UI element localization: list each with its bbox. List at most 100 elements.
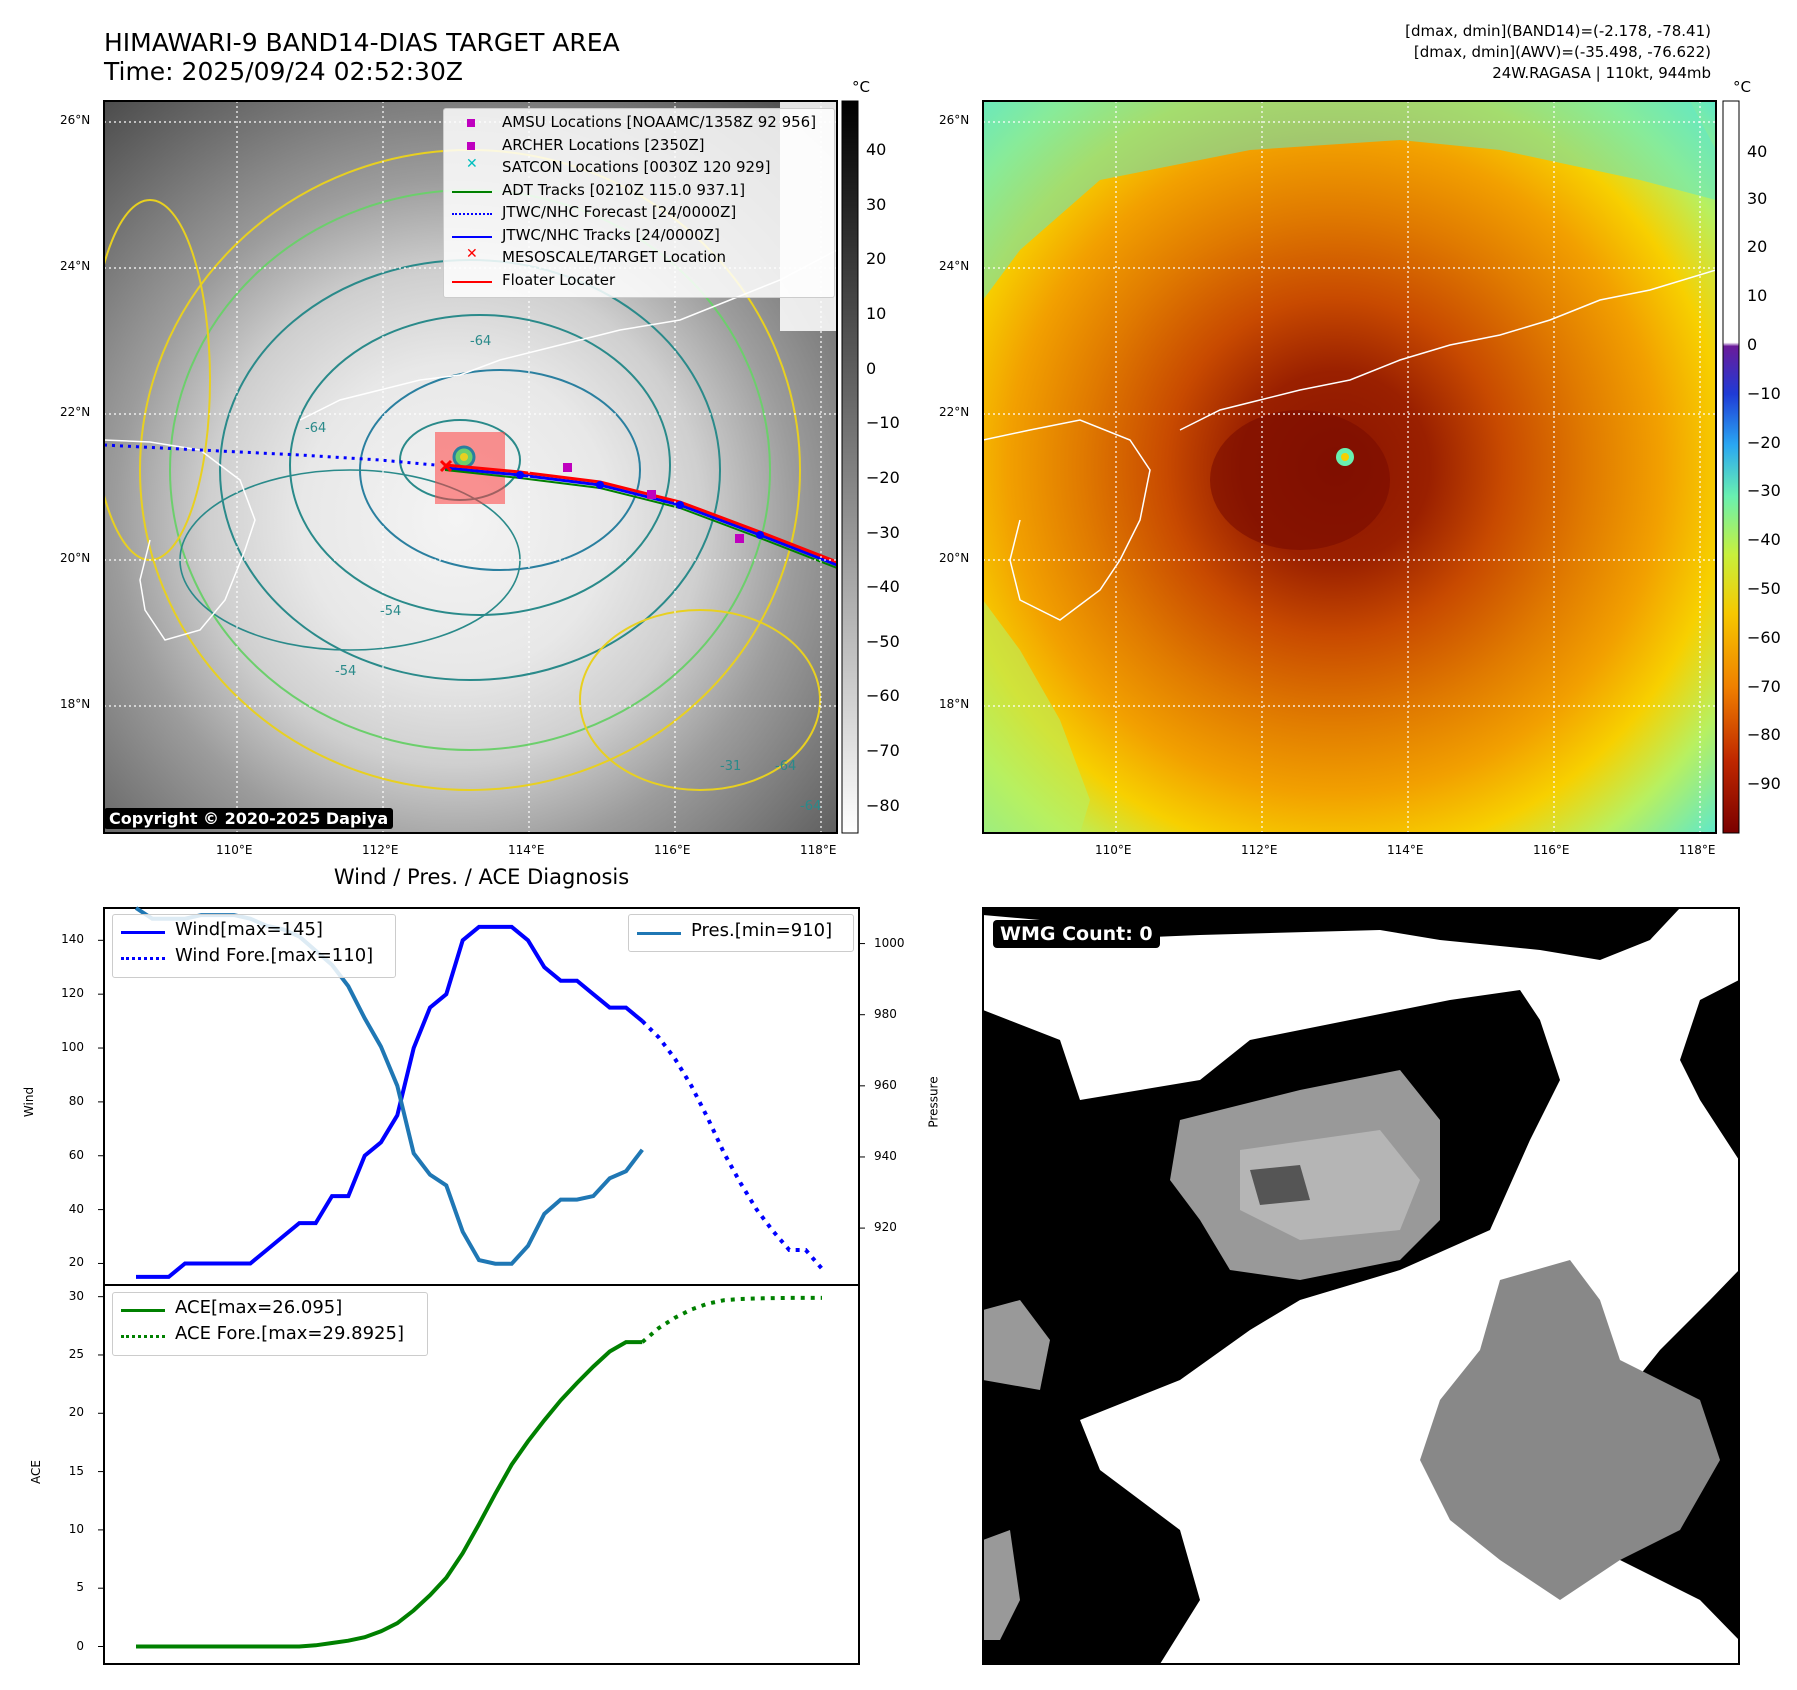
- pressure-tick-label: 920: [874, 1220, 897, 1235]
- ir-lon-tick: 116°E: [654, 843, 691, 857]
- colorbar-tick-label: 40: [866, 140, 887, 160]
- contour-label: -64: [305, 421, 326, 436]
- legend-marker: [467, 141, 475, 150]
- colorbar-tick-label: 20: [866, 249, 887, 269]
- ace-tick-label: 0: [76, 1638, 84, 1653]
- wind-axis-label: Wind: [22, 1086, 37, 1118]
- awv-colorbar-unit: °C: [1733, 78, 1751, 96]
- awv-lat-tick: 22°N: [939, 405, 970, 419]
- legend-entry: JTWC/NHC Tracks [24/0000Z]: [452, 226, 826, 249]
- awv-range: [dmax, dmin](AWV)=(-35.498, -76.622): [1413, 43, 1711, 61]
- ace-tick-label: 15: [68, 1463, 84, 1478]
- legend-swatch: [121, 931, 165, 934]
- legend-marker: [452, 280, 492, 283]
- colorbar-tick-label: −70: [866, 741, 900, 761]
- pressure-axis-label: Pressure: [926, 1076, 941, 1128]
- ace-frame: [103, 1284, 860, 1665]
- colorbar-tick-label: −30: [1747, 481, 1781, 501]
- wind-tick-label: 20: [68, 1255, 84, 1270]
- legend-swatch: [121, 1335, 165, 1338]
- colorbar-tick-label: 30: [866, 194, 887, 214]
- legend-label: ACE Fore.[max=29.8925]: [175, 1323, 404, 1344]
- chart-title: Wind / Pres. / ACE Diagnosis: [333, 865, 630, 889]
- legend-marker: [452, 235, 492, 238]
- ir-lon-tick: 112°E: [362, 843, 399, 857]
- ace-tick-label: 30: [68, 1288, 84, 1303]
- ir-lon-tick: 114°E: [508, 843, 545, 857]
- legend-marker: [467, 119, 475, 127]
- legend-swatch: [121, 1309, 165, 1312]
- pressure-tick-label: 960: [874, 1077, 897, 1092]
- contour-label: -64: [800, 799, 821, 814]
- colorbar-tick-label: −80: [866, 795, 900, 815]
- awv-lat-tick: 24°N: [939, 259, 970, 273]
- colorbar-tick-label: −10: [866, 413, 900, 433]
- awv-lat-tick: 18°N: [939, 697, 970, 711]
- legend-label: Floater Locater: [502, 270, 616, 289]
- ir-lon-tick: 118°E: [800, 843, 837, 857]
- wind-legend: Wind[max=145] Wind Fore.[max=110]: [112, 914, 396, 978]
- colorbar-tick-label: −90: [1747, 774, 1781, 794]
- ir-panel-frame: [103, 100, 838, 834]
- legend-label: MESOSCALE/TARGET Location: [502, 248, 727, 266]
- colorbar-tick-label: 40: [1747, 142, 1768, 161]
- colorbar-tick-label: −70: [1747, 676, 1781, 696]
- legend-marker: ✕: [466, 156, 478, 172]
- legend-label: ACE[max=26.095]: [175, 1297, 343, 1318]
- wmg-image: [982, 908, 1739, 1664]
- legend-label: ADT Tracks [0210Z 115.0 937.1]: [502, 180, 746, 199]
- legend-marker: ✕: [466, 246, 478, 262]
- colorbar-tick-label: −60: [1747, 627, 1781, 647]
- awv-lon-tick: 118°E: [1679, 843, 1716, 857]
- legend-swatch: [637, 932, 681, 935]
- pressure-legend: Pres.[min=910]: [628, 914, 854, 952]
- awv-lon-tick: 112°E: [1241, 843, 1278, 857]
- ace-axis-label: ACE: [28, 1460, 43, 1484]
- legend-label: ARCHER Locations [2350Z]: [502, 135, 705, 154]
- awv-lat-tick: 20°N: [939, 551, 970, 565]
- figure-time: Time: 2025/09/24 02:52:30Z: [104, 57, 463, 86]
- contour-label: -31: [720, 759, 741, 774]
- ace-legend: ACE[max=26.095] ACE Fore.[max=29.8925]: [112, 1292, 428, 1356]
- colorbar-tick-label: 30: [1747, 188, 1768, 208]
- legend-entry: Floater Locater: [452, 271, 826, 294]
- wmg-count-badge: WMG Count: 0: [993, 920, 1160, 948]
- legend-marker: [452, 190, 492, 193]
- wind-tick-label: 80: [68, 1093, 84, 1108]
- ace-tick-label: 20: [68, 1405, 84, 1420]
- colorbar-tick-label: 10: [866, 304, 887, 324]
- colorbar-tick-label: 0: [866, 358, 877, 378]
- awv-colorbar: [1722, 100, 1740, 834]
- awv-lon-tick: 116°E: [1533, 843, 1570, 857]
- legend-label: AMSU Locations [NOAAMC/1358Z 92 956]: [502, 113, 817, 131]
- ir-lat-tick: 26°N: [60, 113, 91, 127]
- awv-lat-tick: 26°N: [939, 113, 970, 127]
- band14-range: [dmax, dmin](BAND14)=(-2.178, -78.41): [1405, 22, 1711, 40]
- series-line-0: [136, 924, 644, 1279]
- contour-label: -64: [470, 334, 491, 349]
- pressure-tick-label: 980: [874, 1006, 897, 1021]
- legend-entry: AMSU Locations [NOAAMC/1358Z 92 956]: [452, 113, 826, 136]
- awv-image: [983, 101, 1716, 833]
- wmg-panel-frame: [982, 907, 1740, 1665]
- colorbar-tick-label: −80: [1747, 725, 1781, 745]
- awv-panel-frame: [982, 100, 1717, 834]
- figure-title: HIMAWARI-9 BAND14-DIAS TARGET AREA: [104, 28, 620, 57]
- wind-tick-label: 140: [61, 932, 84, 947]
- ir-lat-tick: 20°N: [60, 551, 91, 565]
- ace-series-line-1: [641, 1295, 822, 1344]
- copyright-badge: Copyright © 2020-2025 Dapiya: [104, 808, 394, 829]
- ir-legend: AMSU Locations [NOAAMC/1358Z 92 956] ARCH…: [443, 108, 835, 298]
- legend-label: JTWC/NHC Forecast [24/0000Z]: [502, 203, 737, 221]
- ace-series-line-0: [136, 1340, 643, 1649]
- contour-label: -54: [380, 604, 401, 619]
- ace-plot: [98, 1295, 822, 1649]
- wind-tick-label: 40: [68, 1201, 84, 1216]
- wind-tick-label: 120: [61, 986, 84, 1001]
- legend-label: Pres.[min=910]: [691, 920, 833, 941]
- legend-label: Wind[max=145]: [175, 919, 323, 940]
- wind-tick-label: 60: [68, 1147, 84, 1162]
- colorbar-tick-label: −50: [1747, 579, 1781, 598]
- ir-lon-tick: 110°E: [216, 843, 253, 857]
- colorbar-tick-label: −20: [866, 467, 900, 487]
